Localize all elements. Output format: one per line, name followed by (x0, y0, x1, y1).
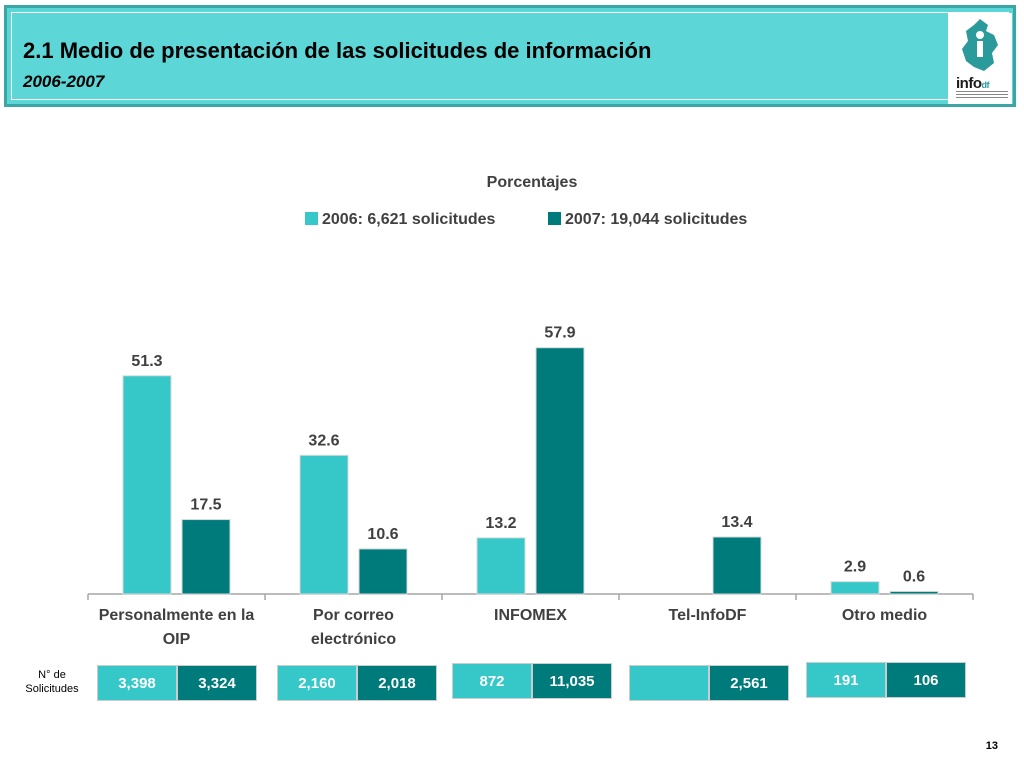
logo-small-text (956, 91, 1008, 99)
legend-swatch-2006 (305, 212, 318, 225)
data-label: 2.9 (844, 559, 866, 576)
data-label: 57.9 (544, 325, 575, 342)
data-label: 51.3 (131, 353, 162, 370)
chart-title: Porcentajes (486, 174, 578, 191)
slide-title: 2.1 Medio de presentación de las solicit… (23, 38, 652, 63)
bar-2006 (476, 537, 526, 595)
count-cell-2006: 872 (452, 663, 532, 699)
category-label-line: Otro medio (841, 607, 928, 624)
count-label-line2: Solicitudes (25, 683, 79, 695)
bar-2007 (358, 548, 408, 595)
data-label: 0.6 (903, 568, 925, 585)
category-label: INFOMEX (441, 604, 621, 628)
data-label: 13.2 (485, 515, 516, 532)
category-label-line: Personalmente en la (98, 607, 255, 624)
legend-item-2007: 2007: 19,044 solicitudes (548, 211, 747, 229)
count-cell-2006: 3,398 (97, 665, 177, 701)
bar-2006 (299, 454, 349, 595)
count-cell-2007: 2,561 (709, 665, 789, 701)
count-cell-2006 (629, 665, 709, 701)
legend-label-2007: 2007: 19,044 solicitudes (565, 211, 748, 228)
bar-2006 (122, 375, 172, 595)
category-label-line: OIP (162, 631, 191, 648)
count-cell-2006: 2,160 (277, 665, 357, 701)
logo-wordmark: infodf (956, 75, 989, 92)
solicitudes-count-label: N° de Solicitudes (20, 668, 84, 696)
slide-subtitle: 2006-2007 (23, 72, 105, 91)
bar-2007 (535, 347, 585, 595)
count-cell-2007: 2,018 (357, 665, 437, 701)
category-label: Otro medio (795, 604, 975, 628)
slide-header: 2.1 Medio de presentación de las solicit… (4, 5, 1016, 107)
count-label-line1: N° de (38, 669, 66, 681)
data-label: 17.5 (190, 497, 221, 514)
category-label-line: Tel-InfoDF (668, 607, 747, 624)
page-number: 13 (985, 740, 998, 752)
legend-swatch-2007 (548, 212, 561, 225)
bar-2007 (181, 519, 231, 595)
count-cell-2007: 3,324 (177, 665, 257, 701)
data-label: 32.6 (308, 432, 339, 449)
category-label: Tel-InfoDF (618, 604, 798, 628)
count-cell-2007: 11,035 (532, 663, 612, 699)
category-label: Personalmente en la OIP (87, 604, 267, 652)
infodf-logo: infodf (948, 13, 1012, 104)
count-cell-2006: 191 (806, 662, 886, 698)
data-label: 10.6 (367, 526, 398, 543)
data-label: 13.4 (721, 514, 752, 531)
bar-2007 (712, 536, 762, 595)
legend-item-2006: 2006: 6,621 solicitudes (305, 211, 495, 229)
map-emblem-icon (962, 19, 998, 71)
category-label-line: Por correo (313, 607, 394, 624)
bar-2007 (889, 590, 939, 595)
bar-2006 (830, 581, 880, 595)
category-label-line: INFOMEX (494, 607, 567, 624)
legend-label-2006: 2006: 6,621 solicitudes (322, 211, 496, 228)
category-label: Por correo electrónico (264, 604, 444, 652)
count-cell-2007: 106 (886, 662, 966, 698)
category-label-line: electrónico (310, 631, 397, 648)
